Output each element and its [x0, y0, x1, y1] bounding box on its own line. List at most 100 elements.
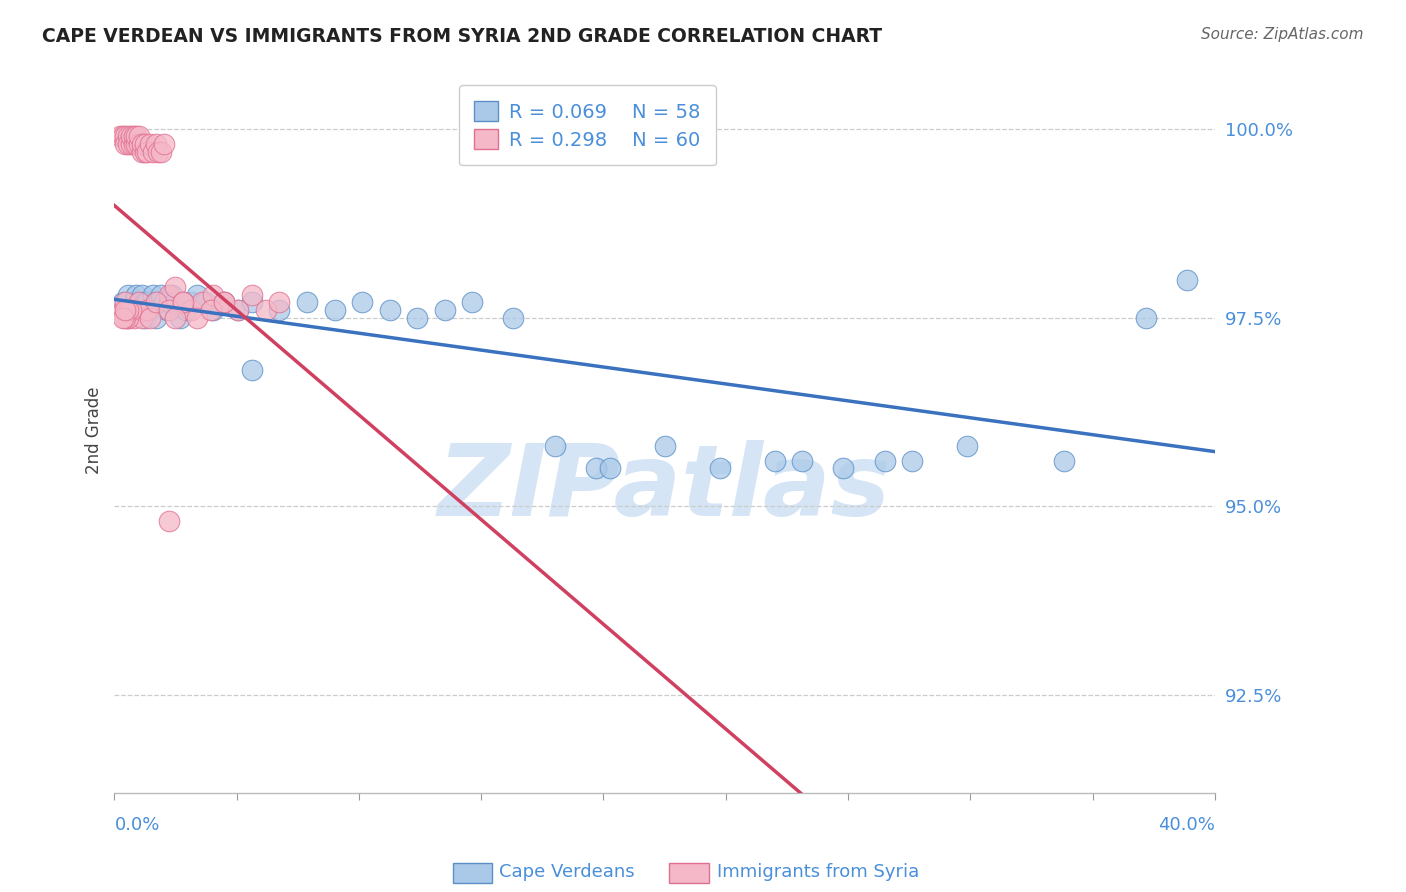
Point — [599, 461, 621, 475]
Point — [117, 310, 139, 325]
Point — [159, 514, 181, 528]
Point — [117, 288, 139, 302]
Point — [172, 295, 194, 310]
Point — [134, 295, 156, 310]
Point — [612, 129, 634, 144]
Point — [142, 145, 165, 159]
Point — [114, 303, 136, 318]
Point — [160, 288, 183, 302]
Point — [145, 136, 167, 151]
Point — [120, 129, 142, 144]
Point — [350, 295, 373, 310]
Point — [114, 310, 136, 325]
Point — [134, 145, 156, 159]
Point — [202, 303, 225, 318]
Point — [191, 295, 214, 310]
Point — [159, 288, 181, 302]
Point — [148, 145, 170, 159]
Point — [654, 439, 676, 453]
Point — [134, 136, 156, 151]
Point — [128, 295, 150, 310]
Point — [873, 454, 896, 468]
Point — [153, 295, 176, 310]
Point — [117, 303, 139, 318]
Text: Source: ZipAtlas.com: Source: ZipAtlas.com — [1201, 27, 1364, 42]
Point — [901, 454, 924, 468]
Point — [254, 303, 277, 318]
Text: 0.0%: 0.0% — [114, 815, 160, 834]
Text: 40.0%: 40.0% — [1159, 815, 1215, 834]
Point — [131, 303, 153, 318]
Point — [295, 295, 318, 310]
Point — [585, 461, 607, 475]
Point — [114, 295, 136, 310]
Point — [122, 310, 145, 325]
Point — [111, 295, 134, 310]
Point — [433, 303, 456, 318]
Point — [792, 454, 814, 468]
Point — [763, 454, 786, 468]
Point — [120, 303, 142, 318]
Point — [172, 295, 194, 310]
Point — [111, 303, 134, 318]
Point — [128, 295, 150, 310]
Point — [200, 303, 222, 318]
Point — [186, 310, 208, 325]
Point — [117, 136, 139, 151]
Point — [240, 295, 263, 310]
Y-axis label: 2nd Grade: 2nd Grade — [86, 387, 103, 475]
Point — [226, 303, 249, 318]
Point — [108, 129, 131, 144]
Point — [186, 288, 208, 302]
Point — [125, 136, 148, 151]
Point — [125, 129, 148, 144]
Point — [145, 310, 167, 325]
Point — [1135, 310, 1157, 325]
Point — [156, 303, 179, 318]
Point — [120, 303, 142, 318]
Point — [136, 145, 159, 159]
Point — [163, 295, 186, 310]
Text: ZIPatlas: ZIPatlas — [439, 440, 891, 537]
Point — [125, 303, 148, 318]
Point — [145, 295, 167, 310]
Point — [180, 303, 202, 318]
Point — [502, 310, 524, 325]
Point — [125, 288, 148, 302]
Point — [202, 288, 225, 302]
Point — [136, 295, 159, 310]
Point — [214, 295, 236, 310]
Point — [150, 288, 173, 302]
Point — [120, 136, 142, 151]
Point — [172, 295, 194, 310]
Point — [125, 303, 148, 318]
Point — [139, 303, 162, 318]
Point — [214, 295, 236, 310]
Point — [269, 295, 291, 310]
Point — [169, 310, 191, 325]
Point — [163, 280, 186, 294]
Point — [543, 439, 565, 453]
Point — [153, 136, 176, 151]
Point — [122, 136, 145, 151]
Text: Cape Verdeans: Cape Verdeans — [499, 863, 634, 881]
Point — [120, 303, 142, 318]
Point — [180, 295, 202, 310]
Point — [117, 129, 139, 144]
Point — [128, 129, 150, 144]
Point — [226, 303, 249, 318]
Point — [134, 310, 156, 325]
Point — [150, 145, 173, 159]
Point — [323, 303, 346, 318]
Point — [956, 439, 979, 453]
Legend: R = 0.069    N = 58, R = 0.298    N = 60: R = 0.069 N = 58, R = 0.298 N = 60 — [458, 86, 716, 165]
Point — [461, 295, 484, 310]
Point — [214, 295, 236, 310]
Point — [269, 303, 291, 318]
Point — [709, 461, 731, 475]
Point — [240, 363, 263, 377]
Point — [145, 295, 167, 310]
Point — [131, 288, 153, 302]
Point — [142, 288, 165, 302]
Point — [114, 136, 136, 151]
